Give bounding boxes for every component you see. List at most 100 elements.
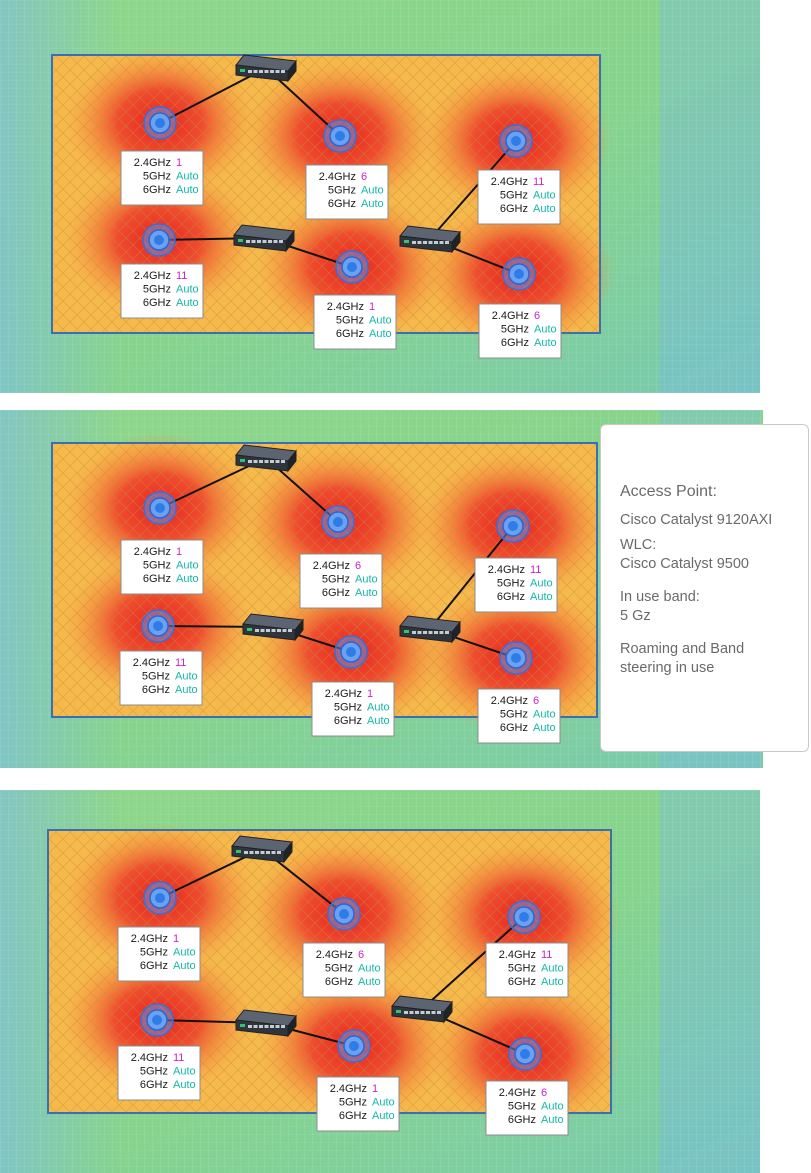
band-name: 5GHz [143,560,171,572]
band-name: 6GHz [143,573,171,585]
band-channel: Auto [361,198,384,210]
band-name: 2.4GHz [488,564,525,576]
ap-channel-label: 2.4GHz 1 5GHz Auto 6GHz Auto [117,926,201,982]
band-channel: Auto [369,315,392,327]
access-point-icon [499,641,533,675]
band-name: 5GHz [140,1066,168,1078]
band-name: 2.4GHz [134,546,171,558]
band-channel: 6 [355,560,361,572]
ap-channel-label: 2.4GHz 11 5GHz Auto 6GHz Auto [120,263,204,319]
band-name: 5GHz [143,284,171,296]
band-channel: Auto [176,284,199,296]
ap-model: Cisco Catalyst 9120AXI [620,512,773,528]
band-name: 5GHz [336,315,364,327]
band-name: 2.4GHz [492,310,529,322]
band-label: In use band: [620,589,700,605]
band-channel: Auto [533,709,556,721]
heatmap-panel-1: 2.4GHz 1 5GHz Auto 6GHz Auto 2.4GHz 6 5GHz Auto 6G… [0,0,760,393]
access-point-icon [334,635,368,669]
access-point-icon [140,1003,174,1037]
band-channel: 6 [541,1087,547,1099]
band-channel: Auto [355,574,378,586]
band-name: 6GHz [140,960,168,972]
band-name: 5GHz [322,574,350,586]
band-name: 5GHz [501,324,529,336]
switch-icon [235,1009,297,1038]
band-name: 6GHz [142,684,170,696]
band-name: 2.4GHz [319,171,356,183]
ap-channel-label: 2.4GHz 11 5GHz Auto 6GHz Auto [477,169,561,225]
band-channel: Auto [534,324,557,336]
ap-channel-label: 2.4GHz 6 5GHz Auto 6GHz Auto [485,1080,569,1136]
ap-channel-label: 2.4GHz 1 5GHz Auto 6GHz Auto [316,1076,400,1132]
access-point-icon [507,900,541,934]
band-channel: 1 [369,301,375,313]
band-name: 6GHz [508,1114,536,1126]
band-channel: 6 [534,310,540,322]
access-point-icon [143,881,177,915]
access-point-icon [327,897,361,931]
uplink-cable [429,140,517,240]
band-name: 5GHz [497,578,525,590]
band-name: 2.4GHz [327,301,364,313]
band-channel: 6 [358,949,364,961]
band-channel: Auto [176,573,199,585]
ap-channel-label: 2.4GHz 11 5GHz Auto 6GHz Auto [119,650,203,706]
band-name: 6GHz [501,337,529,349]
band-name: 2.4GHz [131,1052,168,1064]
band-channel: Auto [367,715,390,727]
band-name: 5GHz [334,702,362,714]
band-name: 5GHz [500,190,528,202]
ap-channel-label: 2.4GHz 1 5GHz Auto 6GHz Auto [313,294,397,350]
band-channel: 11 [533,176,544,188]
band-channel: 1 [176,157,182,169]
band-channel: 6 [361,171,367,183]
band-channel: Auto [530,591,553,603]
band-name: 5GHz [508,963,536,975]
access-point-icon [323,119,357,153]
band-channel: Auto [361,185,384,197]
band-name: 6GHz [334,715,362,727]
band-channel: Auto [176,560,199,572]
ap-channel-label: 2.4GHz 6 5GHz Auto 6GHz Auto [305,164,389,220]
ap-channel-label: 2.4GHz 1 5GHz Auto 6GHz Auto [120,150,204,206]
band-channel: 6 [533,695,539,707]
access-point-icon [143,491,177,525]
ap-channel-label: 2.4GHz 6 5GHz Auto 6GHz Auto [477,688,561,744]
switch-icon [242,613,304,642]
band-name: 5GHz [325,963,353,975]
band-channel: Auto [173,1066,196,1078]
switch-icon [235,444,297,473]
band-value: 5 Gz [620,608,651,624]
band-name: 6GHz [325,976,353,988]
band-channel: Auto [358,963,381,975]
band-name: 6GHz [500,722,528,734]
access-point-icon [496,509,530,543]
band-name: 5GHz [142,671,170,683]
ap-channel-label: 2.4GHz 11 5GHz Auto 6GHz Auto [117,1045,201,1101]
band-name: 2.4GHz [313,560,350,572]
wlc-model: Cisco Catalyst 9500 [620,556,749,572]
band-name: 6GHz [508,976,536,988]
band-name: 2.4GHz [330,1083,367,1095]
info-card: Access Point: Cisco Catalyst 9120AXI WLC… [600,424,809,752]
band-channel: 1 [372,1083,378,1095]
switch-icon [233,224,295,253]
ap-channel-label: 2.4GHz 11 5GHz Auto 6GHz Auto [485,942,569,998]
band-channel: Auto [358,976,381,988]
switch-icon [399,225,461,254]
band-name: 2.4GHz [134,157,171,169]
band-channel: 11 [176,270,187,282]
band-channel: 11 [530,564,541,576]
switch-icon [231,835,293,864]
band-name: 5GHz [328,185,356,197]
band-name: 2.4GHz [131,933,168,945]
band-channel: Auto [372,1097,395,1109]
band-name: 5GHz [143,171,171,183]
heatmap-panel-2: 2.4GHz 1 5GHz Auto 6GHz Auto 2.4GHz 6 5GHz Auto 6G… [0,410,763,768]
heatmap-panel-3: 2.4GHz 1 5GHz Auto 6GHz Auto 2.4GHz 6 5GHz Auto 6G… [0,790,760,1173]
ap-channel-label: 2.4GHz 11 5GHz Auto 6GHz Auto [474,557,558,613]
ap-channel-label: 2.4GHz 6 5GHz Auto 6GHz Auto [478,303,562,359]
band-channel: Auto [175,684,198,696]
band-channel: 1 [176,546,182,558]
